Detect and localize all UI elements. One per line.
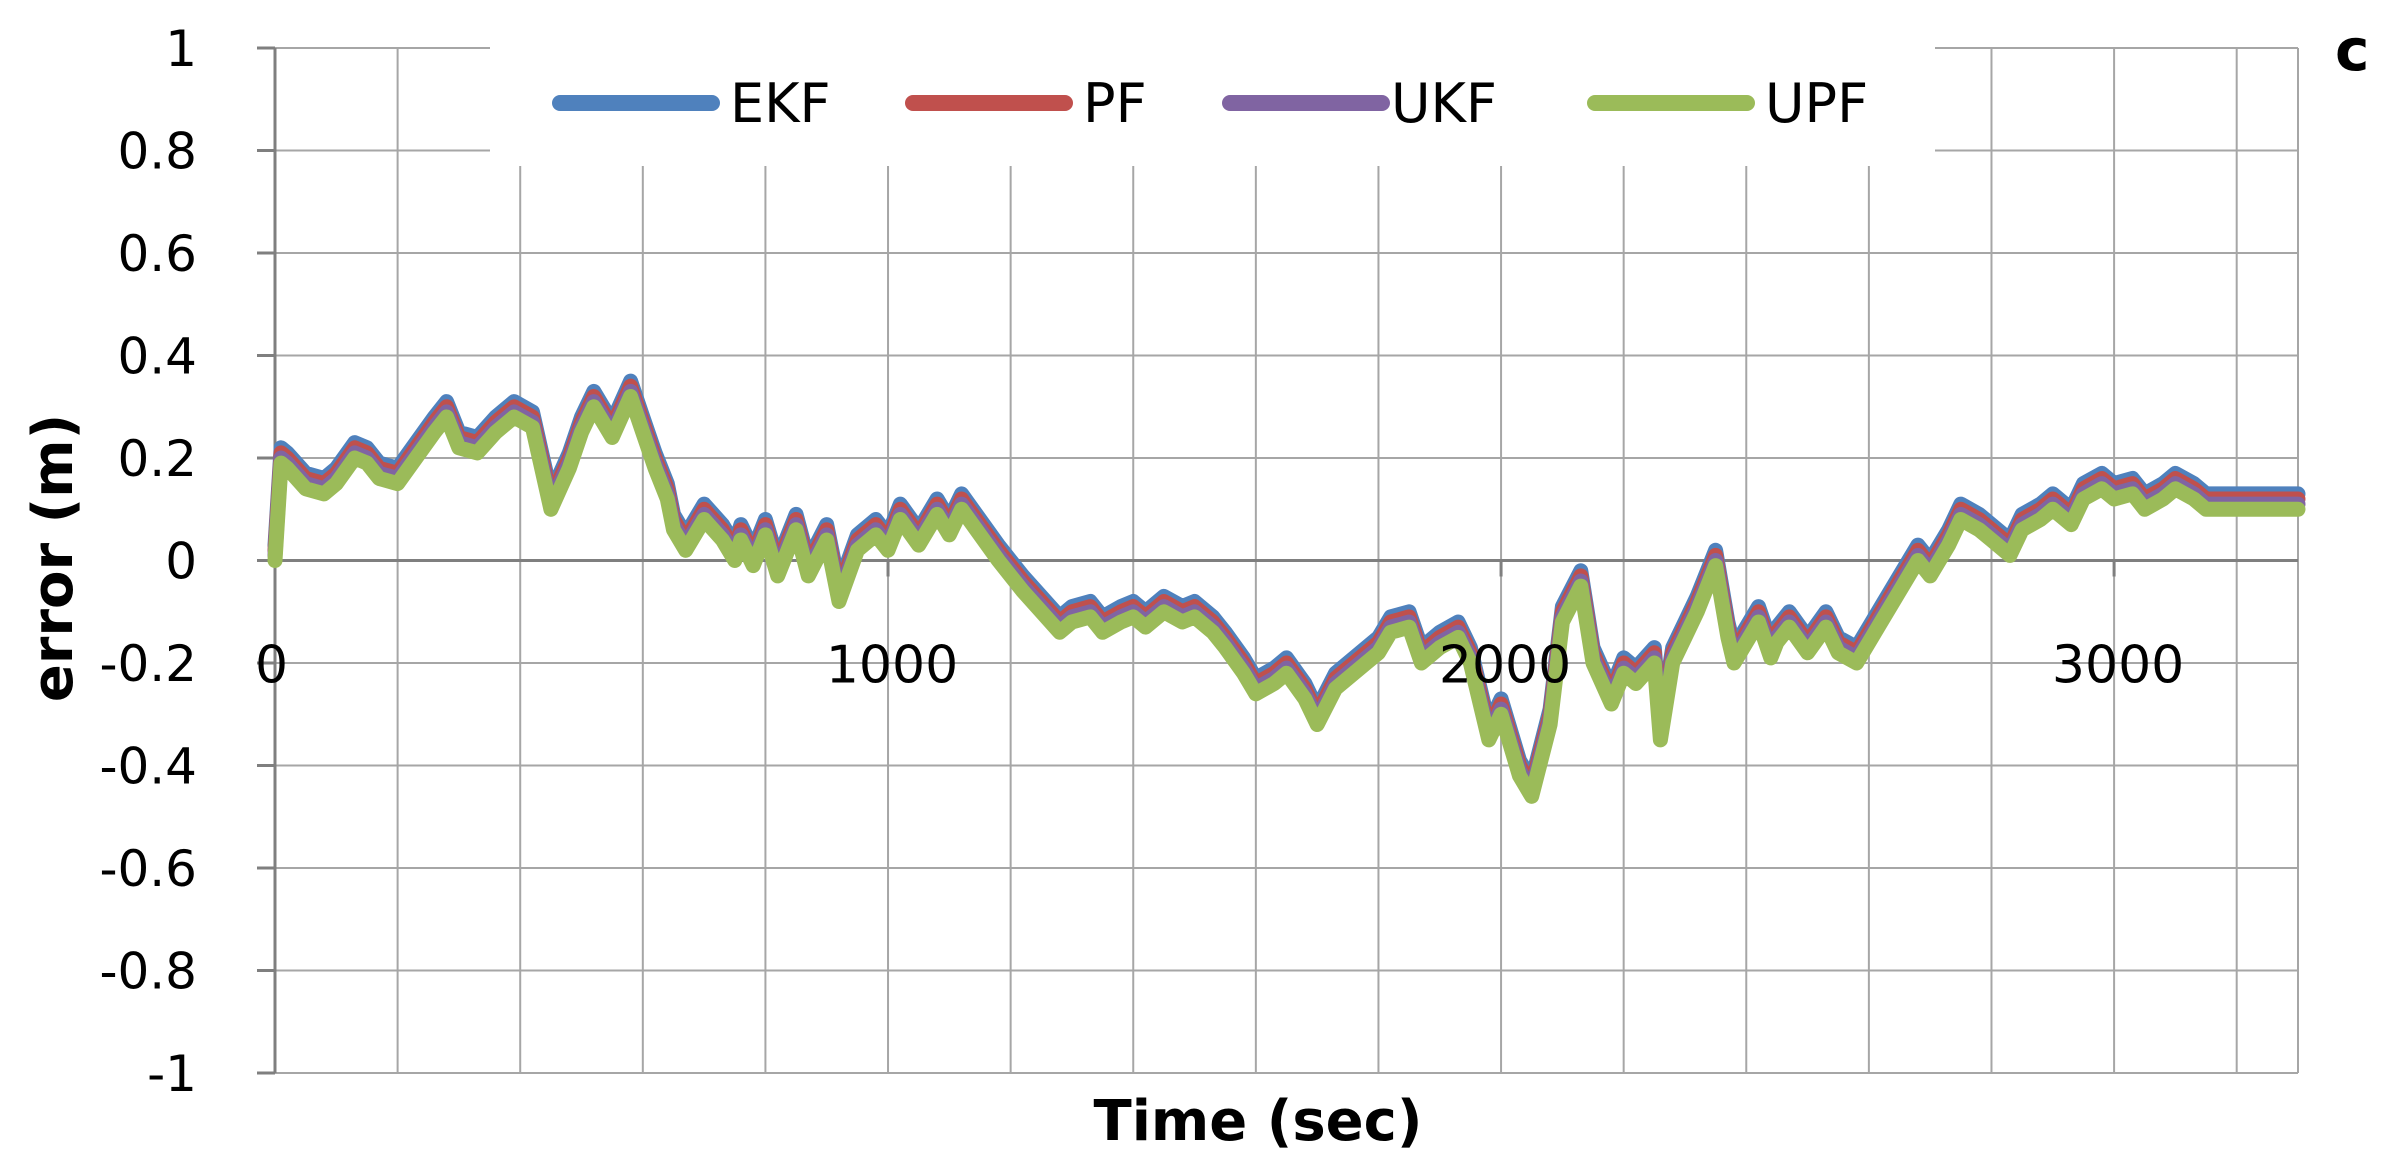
y-tick-label: 0.6 — [117, 225, 197, 283]
y-tick-label: -0.4 — [99, 738, 197, 796]
legend-label-pf: PF — [1083, 72, 1147, 135]
tick-labels: 1 0.8 0.6 0.4 0.2 0 -0.2 -0.4 -0.6 -0.8 -1 0 1000 200… — [99, 20, 2184, 1103]
series-line-upf — [267, 389, 2306, 804]
y-tick-label: 0 — [165, 533, 197, 591]
legend-label-ekf: EKF — [730, 72, 831, 135]
x-tick-label: 1000 — [826, 636, 958, 696]
legend-label-upf: UPF — [1765, 72, 1868, 135]
y-tick-label: -0.8 — [99, 943, 197, 1001]
x-axis-title: Time (sec) — [1094, 1089, 1423, 1154]
legend-label-ukf: UKF — [1391, 72, 1497, 135]
x-tick-label: 0 — [255, 636, 288, 696]
y-tick-label: -0.2 — [99, 635, 197, 693]
legend: EKF PF UKF UPF — [490, 38, 1935, 166]
y-tick-label: 0.8 — [117, 123, 197, 181]
x-tick-label: 3000 — [2052, 636, 2184, 696]
y-tick-label: 1 — [165, 20, 197, 78]
y-tick-label: 0.2 — [117, 430, 197, 488]
x-tick-label: 2000 — [1439, 636, 1571, 696]
y-axis-title: error (m) — [21, 414, 86, 702]
y-tick-label: -0.6 — [99, 840, 197, 898]
panel-label: c — [2335, 16, 2369, 84]
y-tick-label: 0.4 — [117, 328, 197, 386]
series-layer — [267, 373, 2306, 804]
y-tick-label: -1 — [147, 1045, 197, 1103]
